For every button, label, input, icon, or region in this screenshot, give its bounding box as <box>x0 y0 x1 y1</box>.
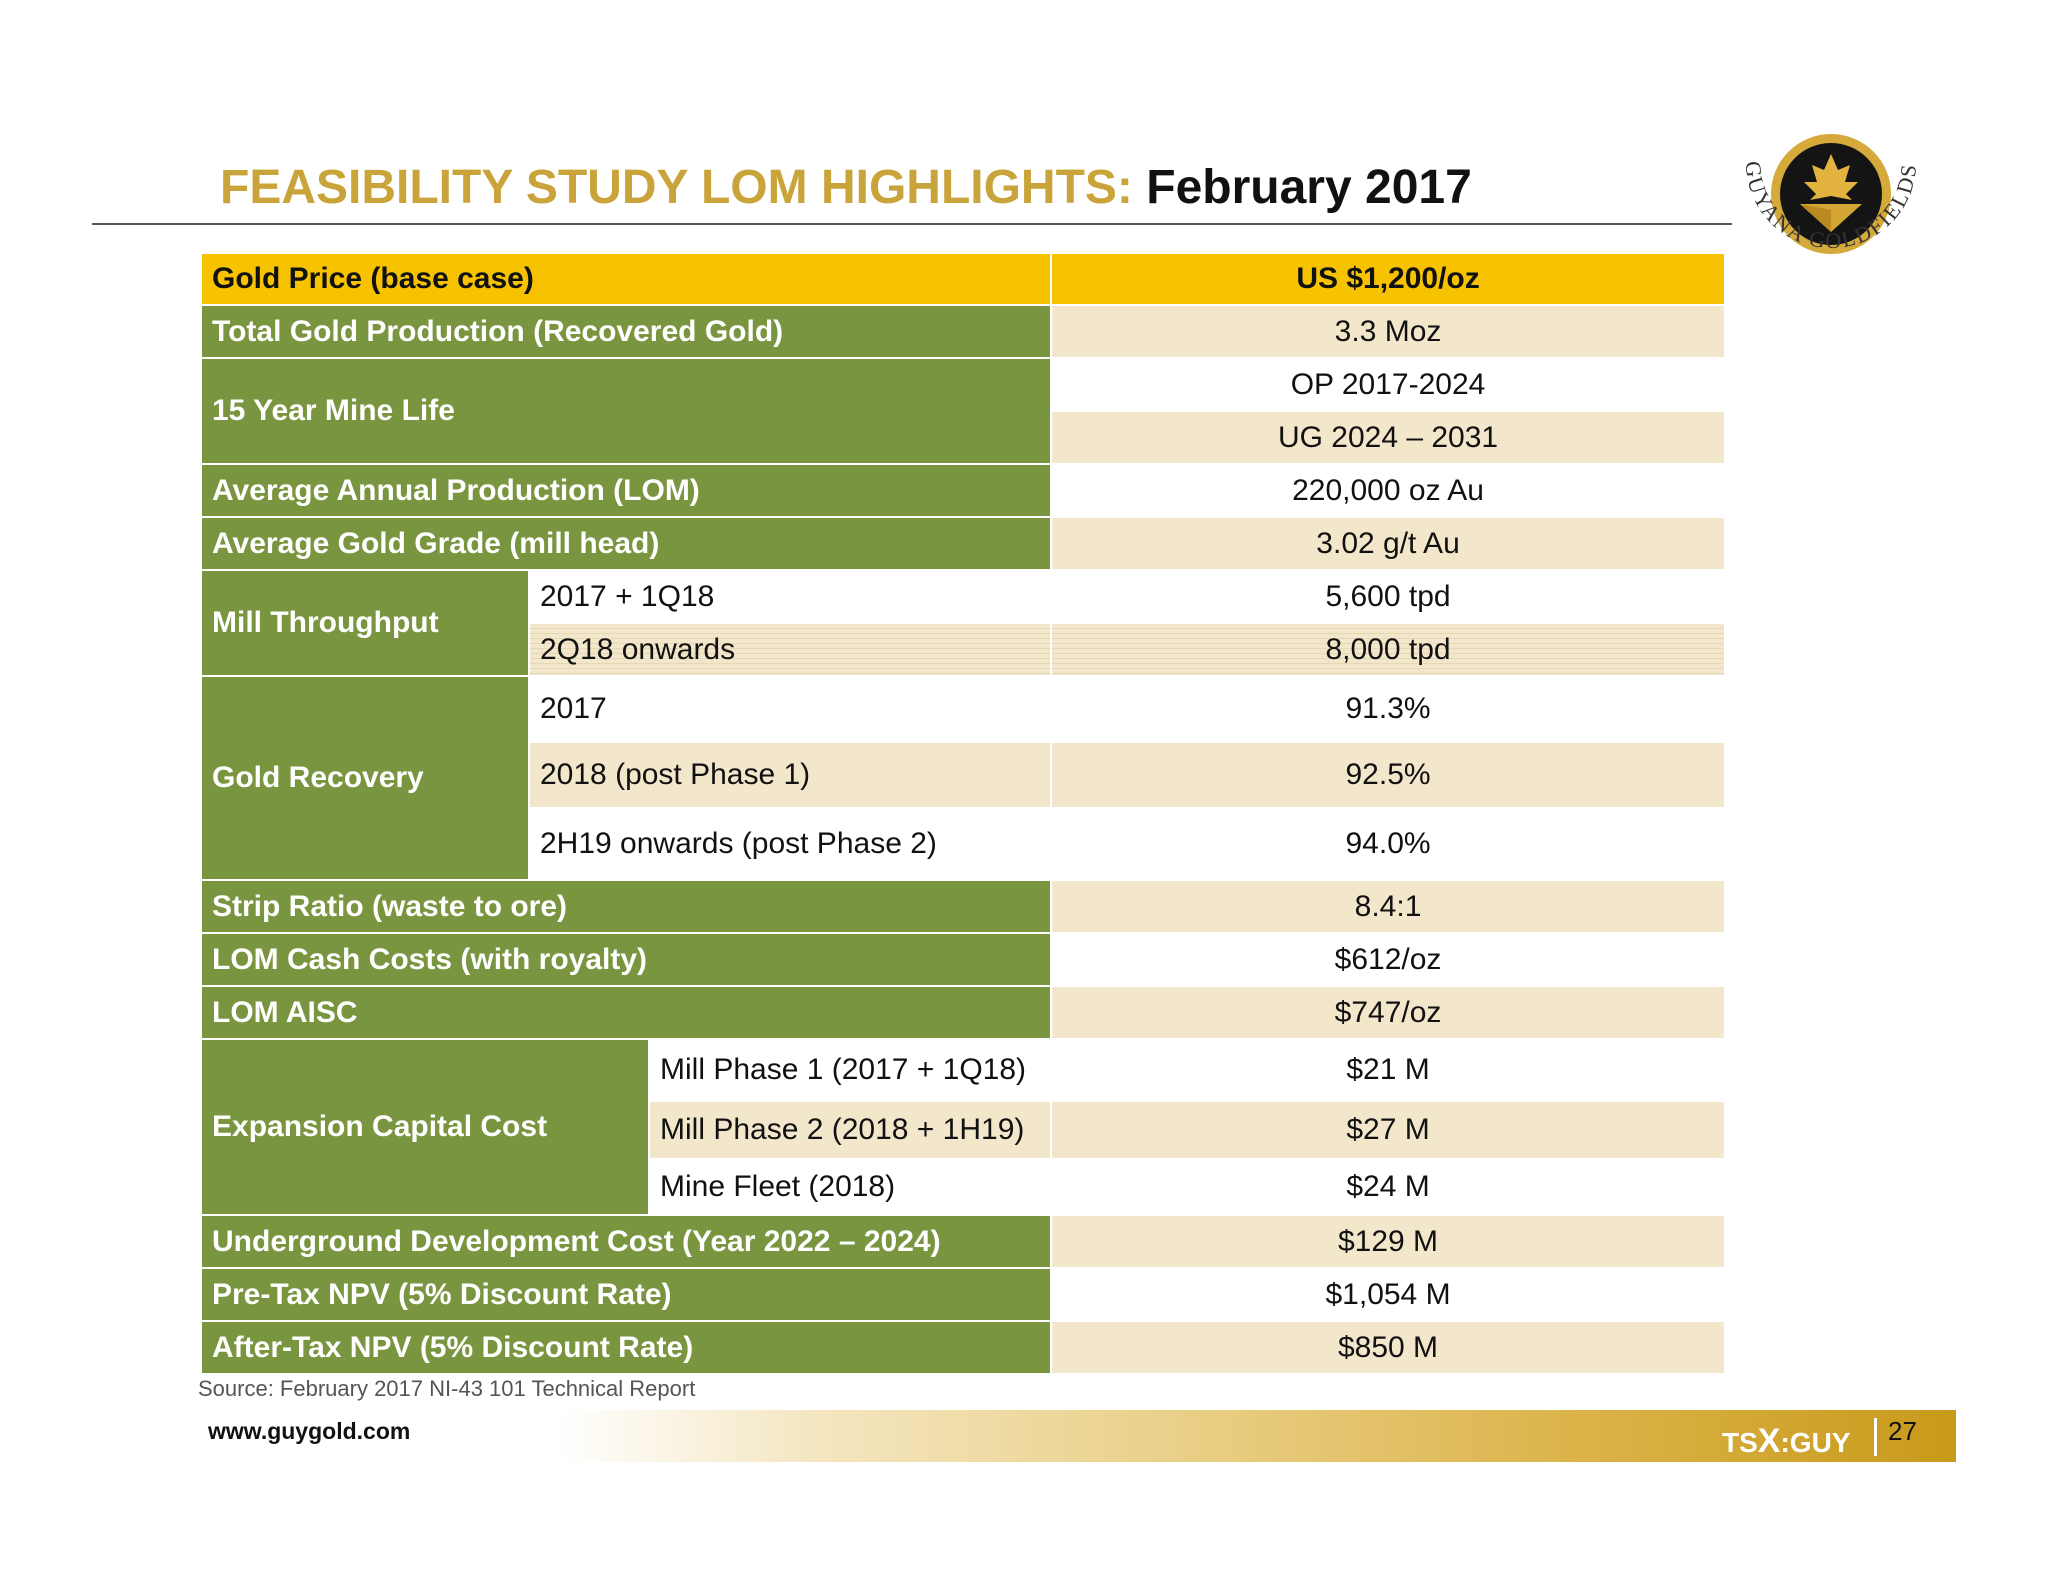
table-row: 2H19 onwards (post Phase 2) 94.0% <box>201 807 1727 881</box>
row-label: Average Gold Grade (mill head) <box>199 516 1053 571</box>
row-value: 91.3% <box>1050 675 1727 743</box>
source-note: Source: February 2017 NI-43 101 Technica… <box>198 1376 696 1401</box>
row-label: Expansion Capital Cost <box>200 1038 650 1216</box>
row-value: 3.3 Moz <box>1050 304 1727 359</box>
row-label: Strip Ratio (waste to ore) <box>199 879 1053 934</box>
table-row: Mill Throughput 2017 + 1Q18 5,600 tpd <box>200 569 1727 677</box>
title-divider <box>92 223 1732 225</box>
row-value: 92.5% <box>1050 741 1727 809</box>
row-label: Pre-Tax NPV (5% Discount Rate) <box>199 1267 1053 1322</box>
maple-leaf-gold-icon <box>1800 154 1862 232</box>
page-number: 27 <box>1888 1416 1917 1446</box>
row-sublabel: 2017 <box>527 675 1053 743</box>
row-sublabel: Mine Fleet (2018) <box>647 1158 1053 1216</box>
row-label: LOM Cash Costs (with royalty) <box>199 932 1053 987</box>
row-label: After-Tax NPV (5% Discount Rate) <box>199 1320 1053 1375</box>
row-label: Gold Recovery <box>200 675 530 881</box>
company-logo: GUYANA GOLDFIELDS INC. <box>1728 132 1919 254</box>
table-row: UG 2024 – 2031 <box>201 410 1727 465</box>
table-row: Pre-Tax NPV (5% Discount Rate) $1,054 M <box>199 1267 1727 1322</box>
row-label: Underground Development Cost (Year 2022 … <box>199 1214 1053 1269</box>
table-row: Mill Phase 2 (2018 + 1H19) $27 M <box>201 1100 1727 1160</box>
row-sublabel: Mill Phase 2 (2018 + 1H19) <box>647 1100 1053 1160</box>
website-link[interactable]: www.guygold.com <box>208 1418 411 1444</box>
table-row: 2Q18 onwards 8,000 tpd <box>201 622 1727 677</box>
row-value: $129 M <box>1050 1214 1727 1269</box>
row-value: $612/oz <box>1050 932 1727 987</box>
table-row: Total Gold Production (Recovered Gold) 3… <box>199 304 1727 359</box>
row-value: 3.02 g/t Au <box>1050 516 1727 571</box>
ticker-prefix: TS <box>1722 1427 1758 1458</box>
ticker-x: X <box>1757 1422 1781 1460</box>
table-row: Average Gold Grade (mill head) 3.02 g/t … <box>199 516 1727 571</box>
row-sublabel: 2H19 onwards (post Phase 2) <box>527 807 1053 881</box>
row-value: 8,000 tpd <box>1050 622 1727 677</box>
title-date: February 2017 <box>1146 161 1472 214</box>
highlights-table: Gold Price (base case) US $1,200/oz Tota… <box>199 252 1727 1375</box>
gold-price-value: US $1,200/oz <box>1050 252 1727 306</box>
row-sublabel: Mill Phase 1 (2017 + 1Q18) <box>647 1038 1053 1102</box>
footer-band <box>560 1410 1956 1462</box>
row-label: Mill Throughput <box>200 569 530 677</box>
page-number-separator <box>1874 1418 1877 1456</box>
row-value: UG 2024 – 2031 <box>1050 410 1727 465</box>
gold-price-label: Gold Price (base case) <box>199 252 1053 306</box>
ticker-suffix: :GUY <box>1780 1427 1851 1458</box>
ticker-symbol: TSX:GUY <box>1722 1422 1850 1461</box>
row-label: LOM AISC <box>199 985 1053 1040</box>
row-value: 94.0% <box>1050 807 1727 881</box>
slide-title: FEASIBILITY STUDY LOM HIGHLIGHTS: Februa… <box>220 160 1472 215</box>
table-row: Mine Fleet (2018) $24 M <box>201 1158 1727 1216</box>
table-row: Strip Ratio (waste to ore) 8.4:1 <box>199 879 1727 934</box>
row-sublabel: 2Q18 onwards <box>527 622 1053 677</box>
row-sublabel: 2017 + 1Q18 <box>527 569 1053 624</box>
table-row: Expansion Capital Cost Mill Phase 1 (201… <box>200 1038 1727 1216</box>
row-value: 220,000 oz Au <box>1050 463 1727 518</box>
row-label: Average Annual Production (LOM) <box>199 463 1053 518</box>
table-row: Underground Development Cost (Year 2022 … <box>199 1214 1727 1269</box>
table-row: After-Tax NPV (5% Discount Rate) $850 M <box>199 1320 1727 1375</box>
table-row-gold-price: Gold Price (base case) US $1,200/oz <box>199 252 1727 306</box>
table-row: Average Annual Production (LOM) 220,000 … <box>199 463 1727 518</box>
row-label: Total Gold Production (Recovered Gold) <box>199 304 1053 359</box>
row-value: 8.4:1 <box>1050 879 1727 934</box>
row-value: $24 M <box>1050 1158 1727 1216</box>
row-value: 5,600 tpd <box>1050 569 1727 624</box>
row-value: OP 2017-2024 <box>1050 357 1727 412</box>
row-value: $1,054 M <box>1050 1267 1727 1322</box>
row-sublabel: 2018 (post Phase 1) <box>527 741 1053 809</box>
table-row: LOM Cash Costs (with royalty) $612/oz <box>199 932 1727 987</box>
row-label: 15 Year Mine Life <box>199 357 1053 465</box>
title-highlight: FEASIBILITY STUDY LOM HIGHLIGHTS: <box>220 161 1133 214</box>
row-value: $850 M <box>1050 1320 1727 1375</box>
row-value: $21 M <box>1050 1038 1727 1102</box>
table-row: LOM AISC $747/oz <box>199 985 1727 1040</box>
table-row: Gold Recovery 2017 91.3% <box>200 675 1727 881</box>
row-value: $27 M <box>1050 1100 1727 1160</box>
row-value: $747/oz <box>1050 985 1727 1040</box>
table-row: 2018 (post Phase 1) 92.5% <box>201 741 1727 809</box>
table-row: 15 Year Mine Life OP 2017-2024 <box>199 357 1727 465</box>
